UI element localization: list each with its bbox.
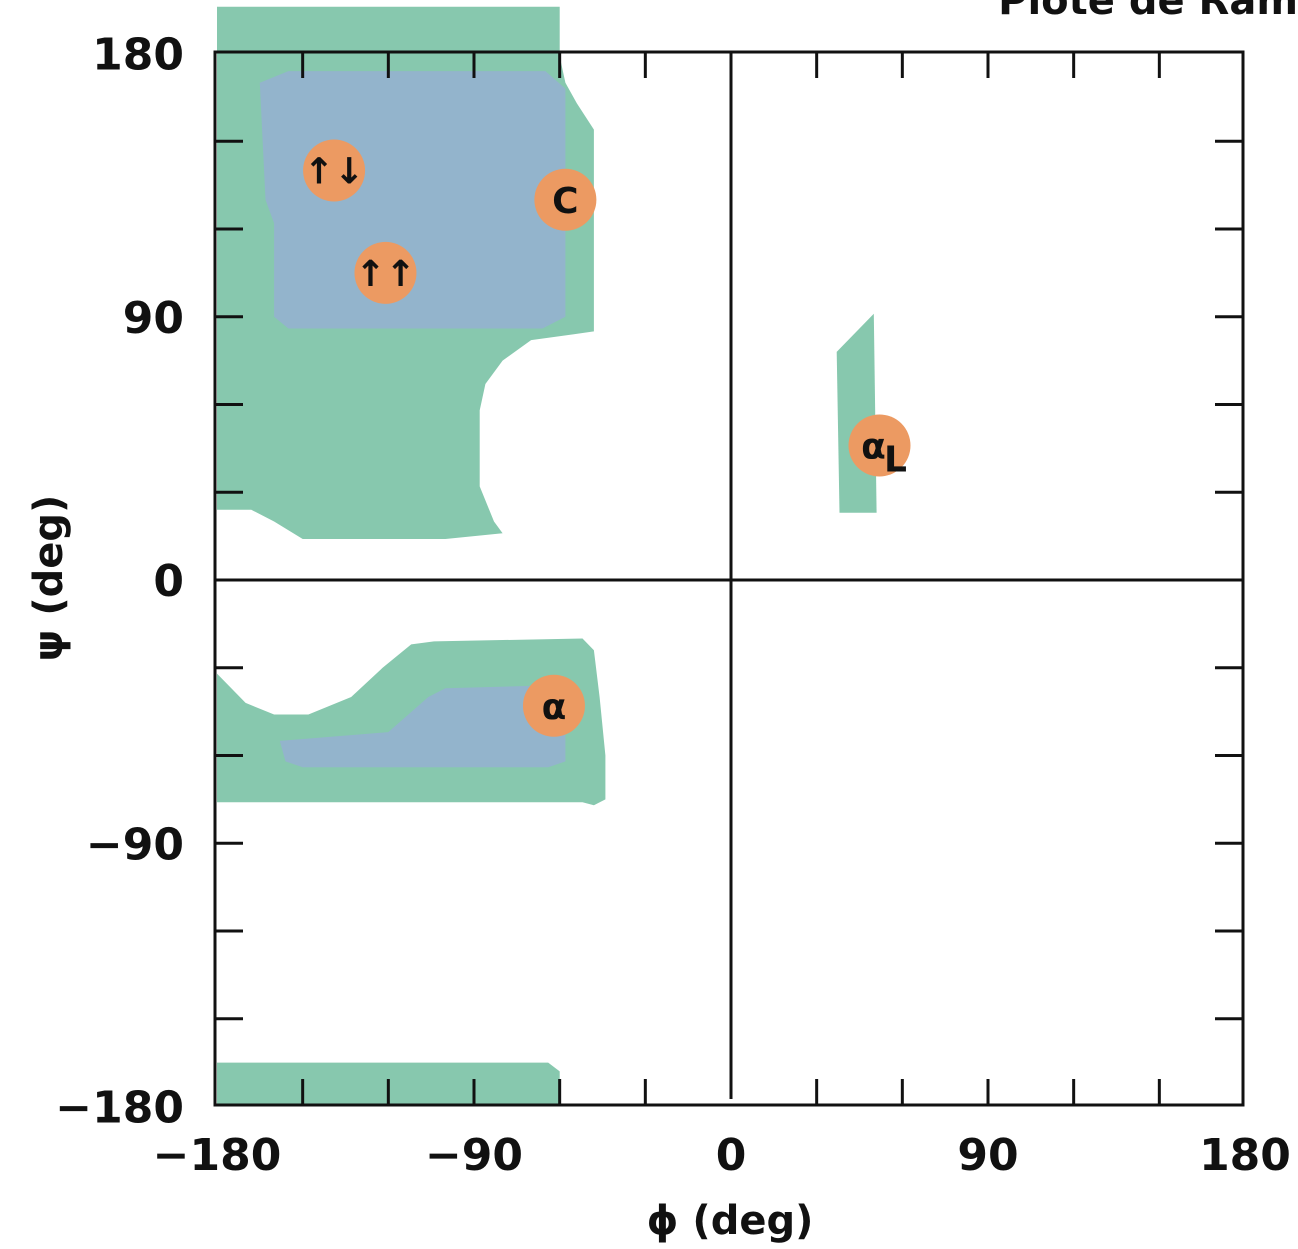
x-tick-label: −180	[153, 1130, 282, 1181]
marker-antiparallel-beta: ↑↓	[303, 139, 366, 202]
axes-layer: −180 −90 0 90 180 180 90 0 −90 −180	[55, 30, 1291, 1182]
marker-left-handed-helix: αL	[848, 414, 911, 480]
x-tick-label: 90	[957, 1130, 1018, 1181]
marker-label: C	[552, 181, 578, 222]
region-beta-favored	[259, 71, 566, 329]
marker-parallel-beta: ↑↑	[354, 241, 417, 304]
chart-title: Plote de Ram	[998, 0, 1298, 24]
region-alpha-L-allowed	[836, 313, 877, 513]
x-tick-label: −90	[425, 1130, 523, 1181]
y-tick-label: 180	[92, 30, 184, 81]
y-tick-label: 0	[153, 556, 184, 607]
marker-label: ↑↑	[355, 254, 415, 295]
marker-alpha-helix: α	[522, 674, 585, 737]
x-tick-label: 180	[1199, 1130, 1291, 1181]
y-tick-label: −90	[86, 819, 184, 870]
y-tick-label: −180	[55, 1083, 184, 1134]
x-axis-label: ϕ (deg)	[647, 1198, 814, 1244]
x-tick-label: 0	[716, 1130, 747, 1181]
marker-circle	[848, 414, 911, 477]
region-alpha-favored	[279, 685, 566, 768]
marker-circle	[303, 139, 366, 202]
marker-circle	[534, 168, 597, 231]
y-tick-label: 90	[123, 293, 184, 344]
marker-circle	[354, 241, 417, 304]
marker-label: α	[542, 687, 567, 728]
marker-label: ↑↓	[304, 152, 364, 193]
marker-subscript: L	[884, 439, 907, 480]
marker-label: α	[861, 426, 886, 467]
marker-circle	[522, 674, 585, 737]
marker-collagen: C	[534, 168, 597, 231]
y-axis-label: ψ (deg)	[26, 495, 72, 662]
